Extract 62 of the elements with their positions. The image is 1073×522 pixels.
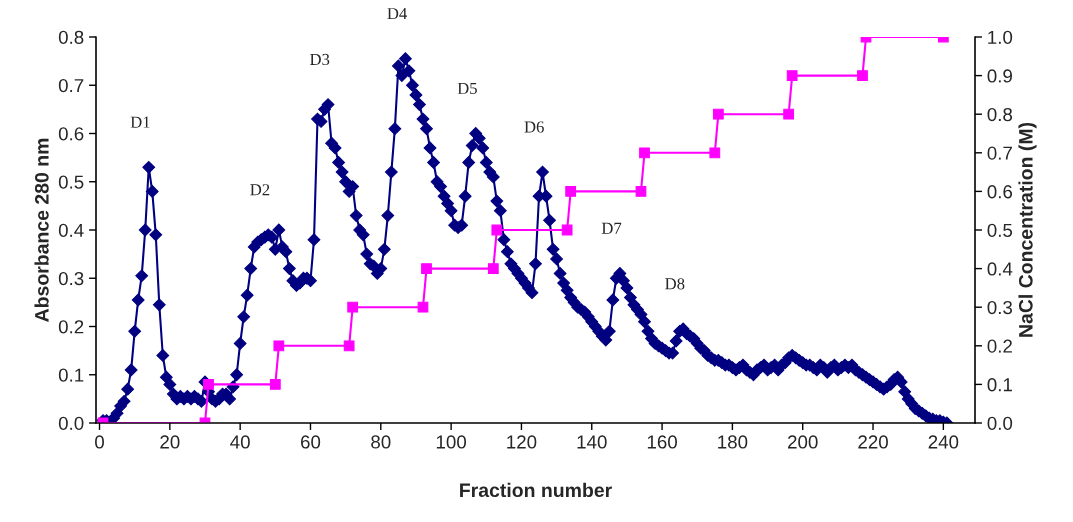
y-tick-label: 0.5 <box>58 175 84 189</box>
point <box>561 224 573 236</box>
point <box>347 301 359 313</box>
annotation: D7 <box>601 222 622 234</box>
y2-tick-label: 0.7 <box>987 146 1012 160</box>
y-tick-label: 0.1 <box>58 368 84 382</box>
y2-tick-label: 0.9 <box>987 69 1012 83</box>
point <box>783 108 795 120</box>
x-tick-label: 40 <box>230 435 250 449</box>
point <box>487 263 499 274</box>
point <box>203 379 214 390</box>
point <box>709 147 721 159</box>
x-tick-label: 20 <box>160 435 180 449</box>
y2-tick-label: 0.4 <box>987 262 1013 276</box>
y2-axis-title: NaCl Concentration (M) <box>1018 122 1037 337</box>
annotation: D3 <box>310 53 330 66</box>
point <box>343 340 355 352</box>
x-tick-label: 80 <box>371 435 391 449</box>
point <box>639 147 650 159</box>
annotation: D5 <box>457 82 477 94</box>
y2-tick-label: 1.0 <box>988 30 1013 44</box>
y-axis-title: Absorbance 280 nm <box>34 138 49 322</box>
y-tick-label: 0.4 <box>58 223 84 237</box>
annotation: D2 <box>250 184 270 196</box>
annotation: D8 <box>665 278 685 290</box>
point <box>712 108 724 120</box>
point <box>635 186 647 197</box>
point <box>491 224 503 236</box>
x-tick-label: 120 <box>507 435 537 449</box>
y2-tick-label: 0.0 <box>987 416 1013 430</box>
y2-tick-label: 0.6 <box>987 185 1013 199</box>
y2-tick-label: 0.3 <box>987 300 1013 315</box>
point <box>786 70 798 81</box>
x-tick-label: 180 <box>718 435 748 449</box>
x-tick-label: 60 <box>301 435 321 449</box>
y2-tick-label: 0.2 <box>987 339 1012 353</box>
point <box>565 186 577 197</box>
y-tick-label: 0.6 <box>58 127 84 141</box>
annotation: D6 <box>524 121 544 133</box>
point <box>273 340 285 352</box>
x-tick-label: 160 <box>647 435 677 449</box>
x-tick-label: 100 <box>436 435 467 449</box>
annotation: D1 <box>130 116 150 128</box>
y-tick-label: 0.0 <box>58 416 84 430</box>
x-axis-title: Fraction number <box>460 482 612 498</box>
x-tick-label: 0 <box>95 435 104 449</box>
x-tick-label: 140 <box>577 435 607 449</box>
y2-tick-label: 0.8 <box>987 107 1013 122</box>
point <box>421 263 432 274</box>
y2-tick-label: 0.1 <box>987 378 1012 392</box>
x-tick-label: 240 <box>928 435 959 449</box>
point <box>269 379 281 390</box>
point <box>857 70 868 81</box>
y2-tick-label: 0.5 <box>987 223 1013 237</box>
x-tick-label: 200 <box>788 435 818 449</box>
y-tick-label: 0.2 <box>58 320 84 334</box>
point <box>417 301 429 313</box>
y-tick-label: 0.8 <box>58 30 84 44</box>
annotation: D4 <box>387 8 407 20</box>
x-tick-label: 220 <box>858 435 888 449</box>
y-tick-label: 0.3 <box>58 271 84 286</box>
y-tick-label: 0.7 <box>58 78 84 93</box>
